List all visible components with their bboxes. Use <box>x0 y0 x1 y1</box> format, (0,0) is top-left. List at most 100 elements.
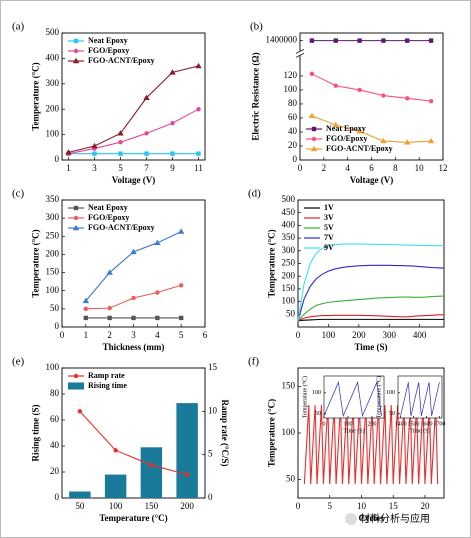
panel-label: (e) <box>12 356 25 368</box>
y-tick-label: 100 <box>312 390 321 396</box>
y-tick-label: 200 <box>46 103 60 113</box>
series-line <box>297 314 444 322</box>
x-tick-label: 10 <box>415 163 425 173</box>
legend-marker <box>73 373 79 379</box>
y-tick-label: 300 <box>282 245 296 255</box>
legend-label: FGO/Epoxy <box>326 134 367 143</box>
y-tick-label: 200 <box>46 248 60 258</box>
legend-label: 3V <box>324 213 334 222</box>
series-line <box>311 115 432 144</box>
y-tick-label: 80 <box>288 98 298 108</box>
y-tick-label: 300 <box>46 212 60 222</box>
y-tick-label: 300 <box>46 78 60 88</box>
x-axis-label: Thickness (mm) <box>103 342 165 352</box>
x-tick-label: 5 <box>118 163 123 173</box>
point <box>178 315 184 321</box>
y-tick-label: 1400000 <box>266 35 298 45</box>
plot-frame <box>61 32 206 161</box>
panel-label: (d) <box>248 188 261 200</box>
x-tick-label: 150 <box>145 501 159 511</box>
y-tick-label: 250 <box>282 258 296 268</box>
x-tick-label: 0 <box>298 163 303 173</box>
bar <box>176 403 198 498</box>
legend-marker <box>73 205 79 211</box>
y-tick-label: 150 <box>282 283 296 293</box>
y-tick-label: 150 <box>46 267 60 277</box>
point <box>107 305 112 311</box>
x-tick-label: 20 <box>420 501 430 511</box>
point <box>154 239 161 246</box>
y-tick-label: 20 <box>288 140 298 150</box>
y-tick-label: 40 <box>288 126 298 136</box>
x-tick-label: 7 <box>144 163 149 173</box>
point <box>169 69 176 75</box>
x-tick-label: 200 <box>180 501 194 511</box>
y-tick-label: 60 <box>288 112 298 122</box>
y-tick-label: 150 <box>282 381 296 391</box>
y-tick-label: 100 <box>284 84 298 94</box>
y-tick-label: 350 <box>282 232 296 242</box>
point <box>170 120 175 126</box>
y-tick-label: 80 <box>50 388 60 398</box>
y-axis-label: Electric Resistance (Ω) <box>251 52 261 140</box>
x-tick-label: 5 <box>179 330 184 340</box>
x-tick-label: 0 <box>296 330 301 340</box>
point <box>427 137 435 144</box>
point <box>155 315 160 321</box>
point <box>170 151 175 156</box>
x-tick-label: 100 <box>344 421 353 427</box>
y-tick-label: 0 <box>55 321 60 331</box>
y-axis-label: Temperature (°C) <box>31 229 41 297</box>
y-tick-label: 250 <box>46 230 60 240</box>
point <box>356 128 363 134</box>
x-axis-label: Cycles <box>359 513 384 523</box>
point <box>333 83 338 88</box>
legend-label: Rising time <box>88 381 127 390</box>
y-tick-label: 100 <box>46 285 60 295</box>
point <box>333 38 338 43</box>
legend-label: FGO/Epoxy <box>88 213 129 222</box>
plot-frame <box>61 367 206 499</box>
panel-label: (b) <box>250 21 263 33</box>
point <box>177 228 185 234</box>
series-line <box>400 382 440 416</box>
x-tick-label: 200 <box>368 421 377 427</box>
x-axis-label: Voltage (V) <box>112 175 155 185</box>
point <box>149 462 154 468</box>
y-tick-label: 50 <box>50 303 60 313</box>
x-tick-label: 10 <box>357 501 367 511</box>
point <box>380 137 387 144</box>
panel-label: (f) <box>248 356 259 368</box>
legend-label: 5V <box>324 223 334 232</box>
y-tick-label: 0 <box>55 154 60 164</box>
point <box>381 38 386 43</box>
x-tick-label: 3 <box>131 330 136 340</box>
x-axis-label: Voltage (V) <box>350 175 393 185</box>
series-line <box>323 381 382 418</box>
x-tick-label: 6 <box>203 330 208 340</box>
point <box>405 38 410 43</box>
y-axis-label: Temperature (°C) <box>375 376 382 418</box>
panel-label: (c) <box>12 188 25 200</box>
x-tick-label: 9 <box>170 163 175 173</box>
series-line <box>68 65 199 153</box>
axis-break <box>295 52 305 58</box>
y2-tick-label: 5 <box>208 449 213 459</box>
x-tick-label: 1700 <box>433 421 445 427</box>
x-tick-label: 0 <box>296 501 301 511</box>
y-tick-label: 20 <box>50 466 60 476</box>
x-tick-label: 300 <box>383 330 397 340</box>
point <box>381 93 386 98</box>
legend-marker <box>73 38 79 44</box>
series-line <box>297 243 444 321</box>
point <box>144 131 149 136</box>
watermark-icon <box>345 513 357 525</box>
y-tick-label: 100 <box>46 129 60 139</box>
point <box>131 295 136 301</box>
x-tick-label: 12 <box>439 163 448 173</box>
x-tick-label: 400 <box>413 330 427 340</box>
legend-label: 1V <box>324 203 334 212</box>
legend-label: FGO-ACNT/Epoxy <box>326 144 393 153</box>
